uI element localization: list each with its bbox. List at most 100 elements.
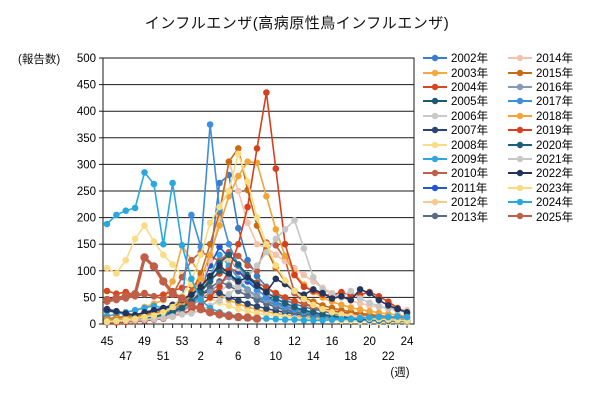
legend-item-2008: 2008年 [422,137,507,152]
data-point [403,313,411,321]
x-tick-label: 10 [269,351,282,363]
x-tick-label: 2 [198,351,204,363]
legend-marker-icon [508,54,532,62]
legend-label: 2010年 [451,168,489,181]
data-point [310,273,317,281]
data-point [169,278,176,285]
legend-item-2019: 2019年 [507,123,592,137]
data-point [338,315,345,323]
data-point [216,251,223,259]
data-point [141,309,148,316]
data-point [356,314,364,322]
data-point [291,297,298,305]
data-point [235,261,242,268]
data-point [272,275,280,283]
legend-marker-icon [423,69,447,76]
legend-label: 2007年 [451,125,489,138]
data-point [197,283,205,291]
legend-marker-icon [423,54,447,62]
legend-label: 2011年 [451,182,488,195]
data-point [225,282,233,290]
data-point [160,251,167,259]
data-point [216,289,223,297]
data-point [310,309,317,316]
legend-label: 2017年 [536,96,574,109]
legend-label: 2002年 [451,53,489,66]
data-point [281,316,289,324]
legend-item-2012: 2012年 [422,195,507,209]
x-tick-label: 18 [344,351,357,363]
data-point [244,256,251,264]
legend-marker-icon [508,141,532,148]
data-point [356,306,364,313]
data-point [319,305,326,313]
data-point [300,245,308,252]
data-point [300,306,308,314]
legend-item-2015: 2015年 [507,65,592,80]
data-point [253,145,261,152]
data-point [112,294,121,303]
data-point [263,89,270,96]
data-point [149,262,159,271]
data-point [356,286,364,293]
data-point [244,178,251,185]
data-point [235,305,242,313]
data-point [216,267,223,275]
data-point [244,262,251,269]
data-point [159,277,168,286]
legend-marker-icon [508,83,532,91]
data-point [385,302,392,309]
data-point [150,293,158,300]
data-point [253,214,261,221]
data-point [141,222,148,229]
data-point [281,226,289,233]
data-point [187,301,196,310]
data-point [366,314,373,321]
y-tick-label: 400 [77,106,96,118]
legend-marker-icon [508,184,532,191]
data-point [150,238,158,245]
data-point [263,294,270,301]
legend-item-2022: 2022年 [507,166,592,180]
data-point [206,219,214,227]
data-point [347,315,355,323]
data-point [328,316,336,324]
data-point [291,287,298,295]
legend-marker-icon [423,126,447,134]
data-point [235,224,242,232]
x-tick-label: 22 [382,351,395,363]
data-point [197,275,205,283]
data-point [300,283,308,291]
data-point [216,297,223,304]
data-point [225,158,233,165]
x-tick-label: 16 [326,336,339,348]
data-point [225,187,233,195]
data-point [206,272,214,280]
y-tick-label: 450 [77,80,96,92]
legend-marker-icon [508,198,532,206]
y-tick-label: 150 [77,239,96,251]
data-point [113,307,120,315]
data-point [169,179,176,187]
data-point [281,294,289,301]
data-point [216,179,223,187]
data-point [178,311,186,318]
legend-item-2017: 2017年 [507,94,592,108]
data-point [206,294,214,301]
data-point [235,240,242,248]
data-point [253,292,261,299]
legend-label: 2014年 [536,53,574,66]
data-point [103,318,111,325]
data-point [225,290,233,298]
data-point [234,312,243,322]
data-point [150,312,158,319]
data-point [272,262,280,269]
legend-marker-icon [423,98,447,105]
legend-marker-icon [423,198,447,206]
data-point [291,303,298,311]
data-point [244,292,251,300]
legend-label: 2024年 [536,197,574,210]
legend-marker-icon [423,83,447,91]
